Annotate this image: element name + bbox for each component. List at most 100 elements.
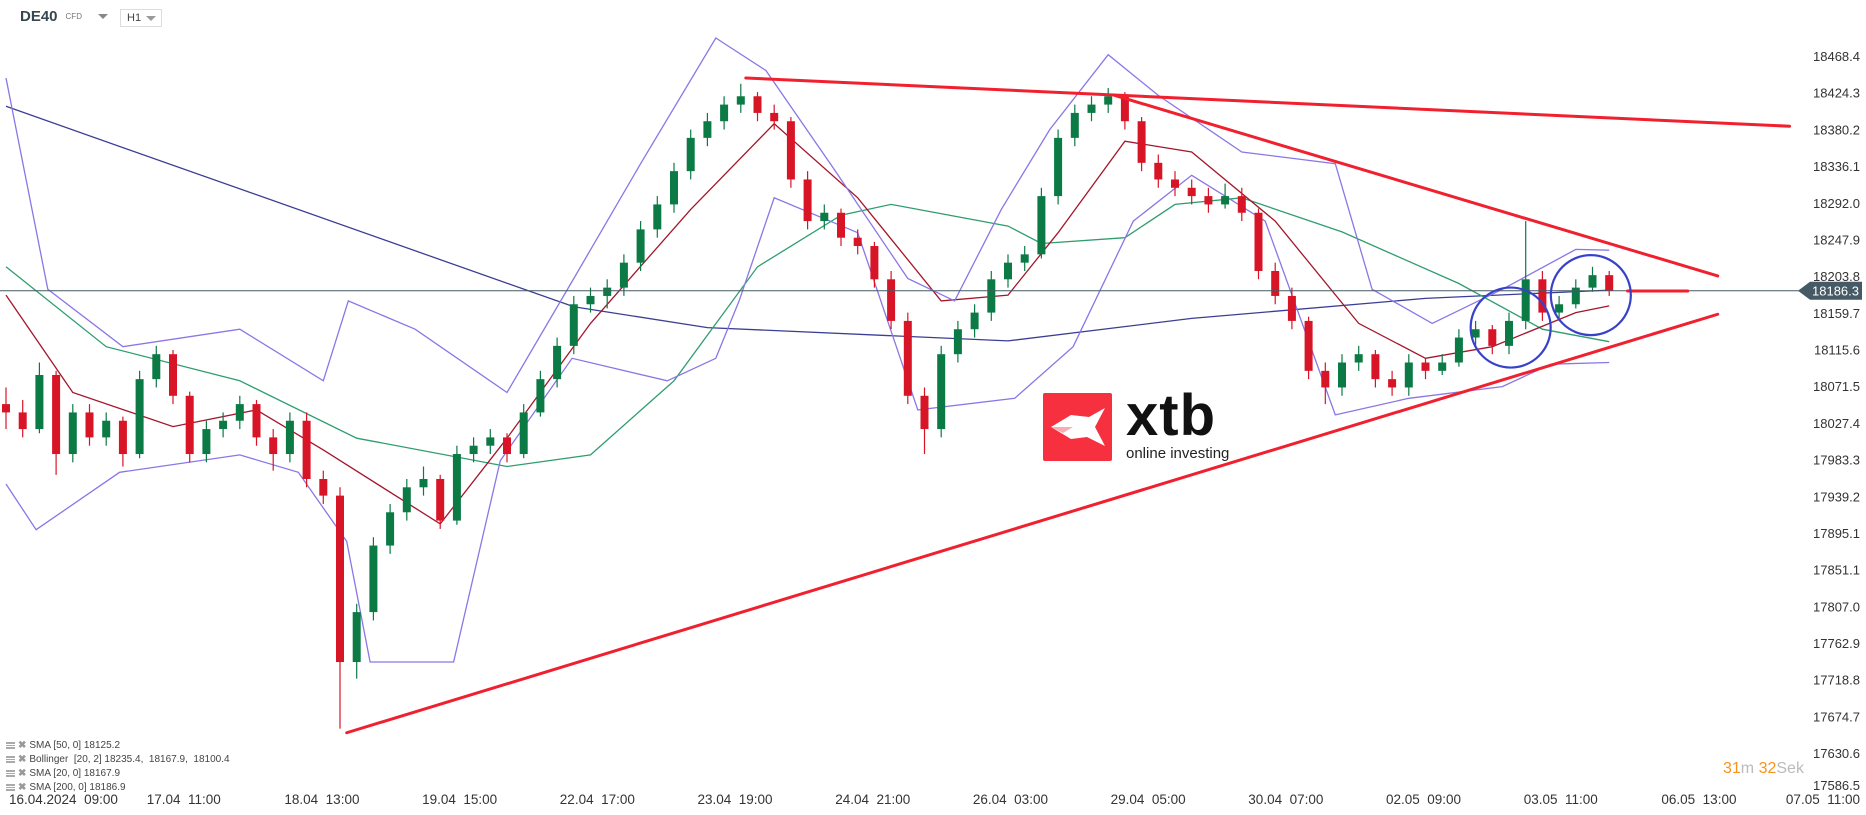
x-tick-label: 19.04 15:00 [422, 792, 498, 807]
y-tick-label: 18071.5 [1813, 379, 1860, 394]
close-icon[interactable]: ✖ [18, 739, 27, 751]
candle-body [970, 312, 979, 330]
legend-row-bollinger[interactable]: ✖ Bollinger [20, 2] 18235.4, 18167.9, 181… [6, 752, 230, 766]
y-tick-label: 18159.7 [1813, 306, 1860, 321]
legend-row-sma200[interactable]: ✖ SMA [200, 0] 18186.9 [6, 780, 230, 794]
legend-label: SMA [20, 0] 18167.9 [29, 767, 121, 779]
candle-body [1221, 196, 1230, 205]
y-tick-label: 17674.7 [1813, 709, 1860, 724]
candle-body [636, 229, 645, 263]
candle-body [1488, 329, 1497, 346]
x-tick-label: 07.05 11:00 [1785, 792, 1860, 807]
annotation-circle [1549, 254, 1632, 337]
symbol-name: DE40 [20, 8, 58, 25]
candle-body [1120, 96, 1129, 122]
candle-body [603, 287, 612, 296]
candle-body [1171, 179, 1179, 188]
candle-body [1070, 112, 1079, 138]
candle-body [1037, 196, 1046, 255]
symbol-selector[interactable]: DE40 CFD [20, 8, 108, 25]
candle-body [1338, 362, 1346, 388]
x-tick-label: 16.04.2024 09:00 [9, 792, 118, 807]
x-axis[interactable]: 16.04.2024 09:00 17.04 11:00 18.04 13:00 19… [0, 792, 1866, 812]
candle-body [937, 354, 946, 430]
candle-body [1237, 196, 1246, 213]
chevron-down-icon[interactable] [97, 14, 108, 19]
menu-icon[interactable] [6, 769, 15, 777]
logo-brand: xtb [1126, 383, 1216, 448]
candle-body [1204, 196, 1213, 205]
candle-body [1054, 137, 1063, 197]
logo-tagline: online investing [1126, 445, 1230, 462]
countdown-seconds: 32 [1758, 760, 1777, 777]
current-price-label: 18186.3 [1812, 284, 1859, 299]
candle-body [336, 495, 344, 663]
candle-body [1020, 254, 1029, 263]
timeframe-select[interactable]: H1 [120, 9, 162, 27]
x-tick-label: 24.04 21:00 [835, 792, 911, 807]
candle-body [1187, 187, 1196, 197]
chevron-down-icon [146, 15, 156, 21]
candle-body [1471, 329, 1480, 338]
close-icon[interactable]: ✖ [18, 781, 27, 793]
candle-body [235, 404, 244, 421]
x-tick-label: 30.04 07:00 [1248, 792, 1324, 807]
candle-body [586, 295, 595, 305]
y-tick-label: 17762.9 [1813, 636, 1860, 651]
candle-body [102, 420, 111, 438]
candle-body [18, 412, 27, 430]
y-tick-label: 17586.5 [1813, 778, 1860, 793]
close-icon[interactable]: ✖ [18, 753, 27, 765]
candle-body [553, 345, 562, 380]
x-tick-label: 06.05 13:00 [1661, 792, 1737, 807]
legend-row-sma50[interactable]: ✖ SMA [50, 0] 18125.2 [6, 738, 230, 752]
candle-body [285, 420, 294, 455]
candle-body [1421, 362, 1430, 371]
y-tick-label: 17718.8 [1813, 673, 1860, 688]
candle-body [402, 487, 411, 513]
candle-body [302, 420, 311, 479]
close-icon[interactable]: ✖ [18, 767, 27, 779]
candle-body [670, 171, 678, 205]
candle-body [1505, 320, 1513, 346]
y-axis[interactable]: 18468.4 18424.3 18380.2 18336.1 18292.0 18247… [1798, 49, 1862, 793]
annotation-circle [1469, 286, 1552, 369]
candle-body [1438, 362, 1447, 371]
y-tick-label: 17895.1 [1813, 526, 1860, 541]
candle-body [753, 96, 762, 113]
candle-body [352, 612, 361, 663]
candle-body [1254, 212, 1263, 271]
y-tick-label: 18115.6 [1814, 343, 1860, 358]
candle-body [269, 437, 278, 455]
candle-body [1404, 362, 1413, 388]
candle-body [202, 429, 211, 455]
instrument-type: CFD [65, 12, 82, 21]
trendline [345, 312, 1720, 735]
countdown-minutes-unit: m [1740, 760, 1755, 777]
candle-body [35, 374, 44, 430]
candle-body [1538, 279, 1547, 313]
candle-body [85, 412, 94, 438]
menu-icon[interactable] [6, 741, 15, 749]
legend-row-sma20[interactable]: ✖ SMA [20, 0] 18167.9 [6, 766, 230, 780]
candle-body [1605, 275, 1614, 291]
candle-body [68, 412, 77, 455]
indicator-lines [5, 37, 1610, 663]
candle-body [519, 412, 528, 455]
menu-icon[interactable] [6, 755, 15, 763]
candle-body [1304, 320, 1313, 371]
sma-50-0-line [5, 197, 1610, 468]
candle-body [2, 404, 10, 413]
candle-body [887, 279, 896, 321]
candle-body [1388, 379, 1397, 388]
menu-icon[interactable] [6, 783, 15, 791]
annotation-circles [1469, 254, 1632, 369]
legend-label: SMA [50, 0] 18125.2 [29, 739, 121, 751]
xtb-logo-mark [1043, 393, 1112, 461]
candles [2, 83, 1614, 729]
candle-body [953, 329, 962, 355]
candle-body [52, 374, 61, 455]
candle-body [569, 304, 578, 346]
candle-body [619, 262, 628, 288]
